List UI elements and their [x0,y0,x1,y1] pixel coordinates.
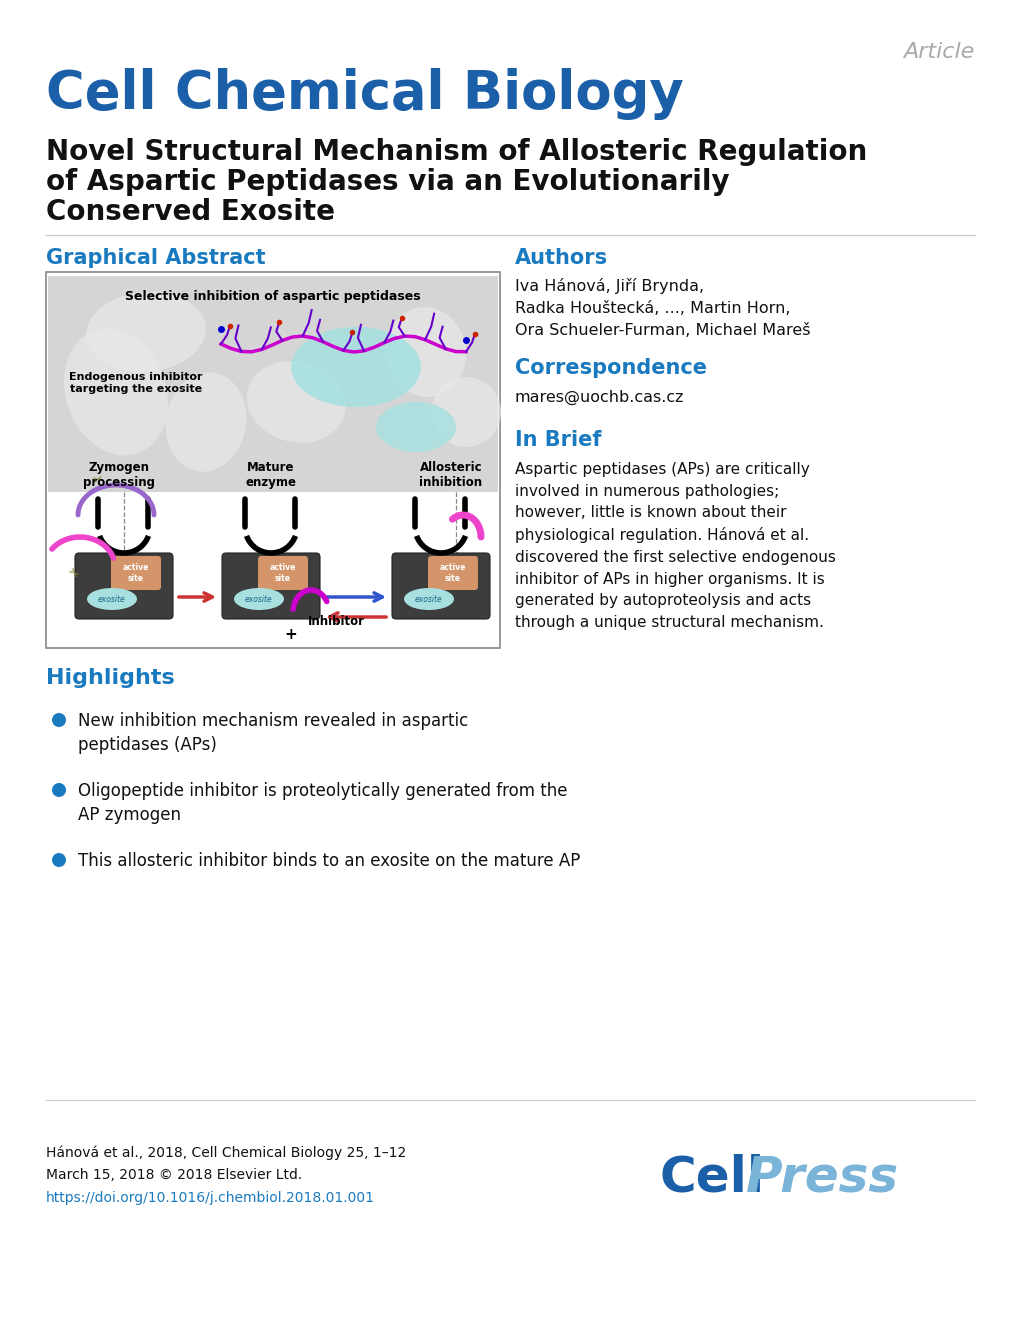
Text: Selective inhibition of aspartic peptidases: Selective inhibition of aspartic peptida… [125,290,421,303]
Text: https://doi.org/10.1016/j.chembiol.2018.01.001: https://doi.org/10.1016/j.chembiol.2018.… [46,1192,375,1205]
Text: mares@uochb.cas.cz: mares@uochb.cas.cz [515,391,684,405]
Text: Iva Hánová, Jiří Brynda,
Radka Houštecká, ..., Martin Horn,
Ora Schueler-Furman,: Iva Hánová, Jiří Brynda, Radka Houštecká… [515,278,810,339]
Text: ✂: ✂ [91,473,105,489]
Text: Cell Chemical Biology: Cell Chemical Biology [46,68,683,120]
FancyBboxPatch shape [391,553,489,620]
Ellipse shape [431,377,500,448]
Ellipse shape [165,372,247,471]
Bar [46,271,499,647]
Text: Mature
enzyme: Mature enzyme [246,461,297,489]
Text: Correspondence: Correspondence [515,357,706,377]
Ellipse shape [290,327,421,406]
Ellipse shape [376,402,455,451]
Text: New inhibition mechanism revealed in aspartic
peptidases (APs): New inhibition mechanism revealed in asp… [77,712,468,753]
Text: Endogenous inhibitor
targeting the exosite: Endogenous inhibitor targeting the exosi… [69,372,203,393]
FancyBboxPatch shape [258,556,308,591]
Text: exosite: exosite [245,594,273,604]
FancyBboxPatch shape [111,556,161,591]
Text: Article: Article [903,42,974,62]
FancyBboxPatch shape [75,553,173,620]
Text: Authors: Authors [515,248,607,267]
Ellipse shape [233,588,283,610]
Text: Highlights: Highlights [46,669,174,688]
Ellipse shape [404,588,453,610]
Text: Oligopeptide inhibitor is proteolytically generated from the
AP zymogen: Oligopeptide inhibitor is proteolyticall… [77,782,567,824]
Text: of Aspartic Peptidases via an Evolutionarily: of Aspartic Peptidases via an Evolutiona… [46,168,729,196]
Text: exosite: exosite [98,594,125,604]
Text: March 15, 2018 © 2018 Elsevier Ltd.: March 15, 2018 © 2018 Elsevier Ltd. [46,1168,302,1182]
Text: Conserved Exosite: Conserved Exosite [46,199,334,226]
FancyBboxPatch shape [428,556,478,591]
Ellipse shape [86,291,206,372]
Text: Hánová et al., 2018, Cell Chemical Biology 25, 1–12: Hánová et al., 2018, Cell Chemical Biolo… [46,1145,406,1160]
Ellipse shape [87,588,137,610]
Text: active
site: active site [270,563,296,583]
FancyBboxPatch shape [222,553,320,620]
Text: This allosteric inhibitor binds to an exosite on the mature AP: This allosteric inhibitor binds to an ex… [77,853,580,870]
Text: active
site: active site [122,563,149,583]
Ellipse shape [385,307,466,397]
Text: In Brief: In Brief [515,430,601,450]
Text: Graphical Abstract: Graphical Abstract [46,248,265,267]
Text: Novel Structural Mechanism of Allosteric Regulation: Novel Structural Mechanism of Allosteric… [46,138,866,166]
Text: +: + [284,628,298,642]
Text: Press: Press [745,1155,898,1202]
Text: ✂: ✂ [63,565,81,583]
Text: Allosteric
inhibition: Allosteric inhibition [419,461,482,489]
Circle shape [52,714,66,727]
Text: Cell: Cell [659,1155,764,1202]
Bar [48,275,497,493]
Circle shape [52,782,66,797]
Text: active
site: active site [439,563,466,583]
Text: Aspartic peptidases (APs) are critically
involved in numerous pathologies;
howev: Aspartic peptidases (APs) are critically… [515,462,835,630]
Circle shape [52,853,66,867]
Ellipse shape [64,328,168,455]
Text: Inhibitor: Inhibitor [307,616,364,628]
Text: exosite: exosite [415,594,442,604]
Text: Zymogen
processing: Zymogen processing [83,461,155,489]
Ellipse shape [247,361,345,442]
